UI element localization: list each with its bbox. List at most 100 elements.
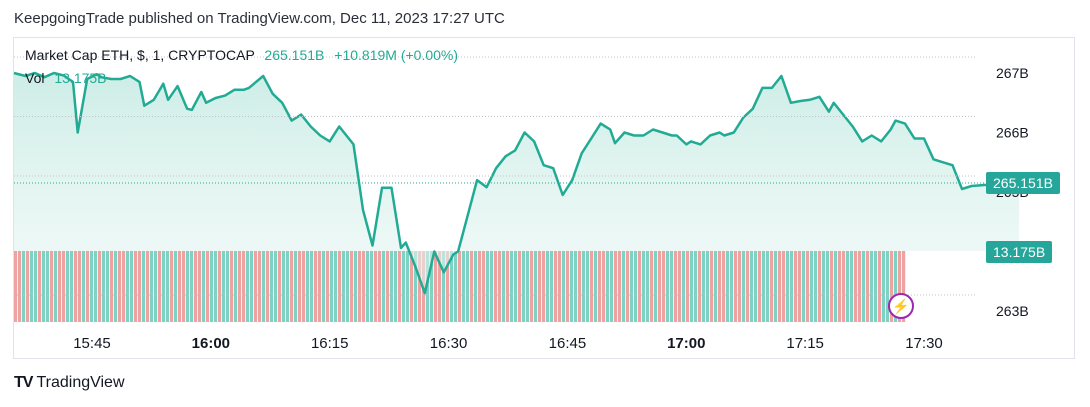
volume-bar [490, 251, 494, 322]
volume-bar [482, 251, 486, 322]
volume-bar [142, 251, 146, 322]
volume-bar [342, 251, 346, 322]
volume-bar [202, 251, 206, 322]
volume-bar [82, 251, 86, 322]
x-tick-label: 16:15 [311, 335, 349, 352]
volume-bar [778, 251, 782, 322]
volume-bar [534, 251, 538, 322]
volume-bar [494, 251, 498, 322]
volume-bar [386, 251, 390, 322]
volume-bar [298, 251, 302, 322]
volume-bar [330, 251, 334, 322]
volume-bar [586, 251, 590, 322]
volume-bar [446, 251, 450, 322]
volume-bar [570, 251, 574, 322]
volume-bar [206, 251, 210, 322]
volume-bar [590, 251, 594, 322]
volume-bar [582, 251, 586, 322]
volume-bar [602, 251, 606, 322]
volume-bar [214, 251, 218, 322]
y-tick-label: 267B [996, 65, 1029, 81]
volume-bar [450, 251, 454, 322]
volume-bar [358, 251, 362, 322]
volume-bar [90, 251, 94, 322]
volume-bar [178, 251, 182, 322]
volume-bar [642, 251, 646, 322]
volume-bar [538, 251, 542, 322]
volume-bar [210, 251, 214, 322]
volume-bar [362, 251, 366, 322]
volume-bar [666, 251, 670, 322]
volume-bar [262, 251, 266, 322]
volume-bar [502, 251, 506, 322]
volume-bar [58, 251, 62, 322]
volume-bar [226, 251, 230, 322]
volume-bar [322, 251, 326, 322]
y-tick-label: 266B [996, 125, 1029, 141]
volume-bar [282, 251, 286, 322]
volume-bar [162, 251, 166, 322]
volume-bar [354, 251, 358, 322]
volume-bar [66, 251, 70, 322]
volume-bar [266, 251, 270, 322]
volume-bar [194, 251, 198, 322]
volume-bar [454, 251, 458, 322]
volume-bar [198, 251, 202, 322]
volume-bar [458, 251, 462, 322]
volume-bar [766, 251, 770, 322]
volume-bars [14, 251, 906, 322]
volume-bar [418, 251, 422, 322]
volume-bar [398, 251, 402, 322]
chart-frame [13, 37, 1075, 359]
volume-bar [554, 251, 558, 322]
volume-bar [234, 251, 238, 322]
volume-bar [662, 251, 666, 322]
volume-value: 13.175B [54, 70, 107, 86]
volume-bar [38, 251, 42, 322]
volume-bar [790, 251, 794, 322]
volume-bar [394, 251, 398, 322]
symbol-label: Market Cap ETH, $, 1, CRYPTOCAP [25, 47, 255, 63]
volume-bar [430, 251, 434, 322]
legend-row: Market Cap ETH, $, 1, CRYPTOCAP 265.151B… [25, 47, 458, 63]
volume-bar [270, 251, 274, 322]
volume-bar [246, 251, 250, 322]
volume-bar [774, 251, 778, 322]
volume-bar [706, 251, 710, 322]
volume-bar [634, 251, 638, 322]
volume-bar [782, 251, 786, 322]
volume-bar [42, 251, 46, 322]
volume-bar [410, 251, 414, 322]
volume-bar [174, 251, 178, 322]
volume-bar [62, 251, 66, 322]
x-tick-label: 17:00 [667, 335, 705, 352]
volume-bar [114, 251, 118, 322]
volume-bar [230, 251, 234, 322]
volume-bar [350, 251, 354, 322]
volume-bar [314, 251, 318, 322]
lightning-icon[interactable]: ⚡ [888, 293, 914, 319]
volume-bar [894, 251, 898, 322]
x-tick-label: 16:45 [549, 335, 587, 352]
volume-bar [822, 251, 826, 322]
volume-bar [558, 251, 562, 322]
volume-bar [562, 251, 566, 322]
volume-bar [750, 251, 754, 322]
volume-bar [858, 251, 862, 322]
volume-legend: Vol 13.175B [25, 70, 107, 86]
volume-bar [18, 251, 22, 322]
volume-bar [530, 251, 534, 322]
volume-bar [378, 251, 382, 322]
volume-bar [698, 251, 702, 322]
volume-bar [318, 251, 322, 322]
volume-bar [734, 251, 738, 322]
volume-bar [46, 251, 50, 322]
volume-bar [506, 251, 510, 322]
volume-bar [130, 251, 134, 322]
volume-bar [78, 251, 82, 322]
volume-bar [738, 251, 742, 322]
tradingview-footer[interactable]: TV TradingView [14, 374, 125, 392]
volume-bar [678, 251, 682, 322]
volume-bar [402, 251, 406, 322]
